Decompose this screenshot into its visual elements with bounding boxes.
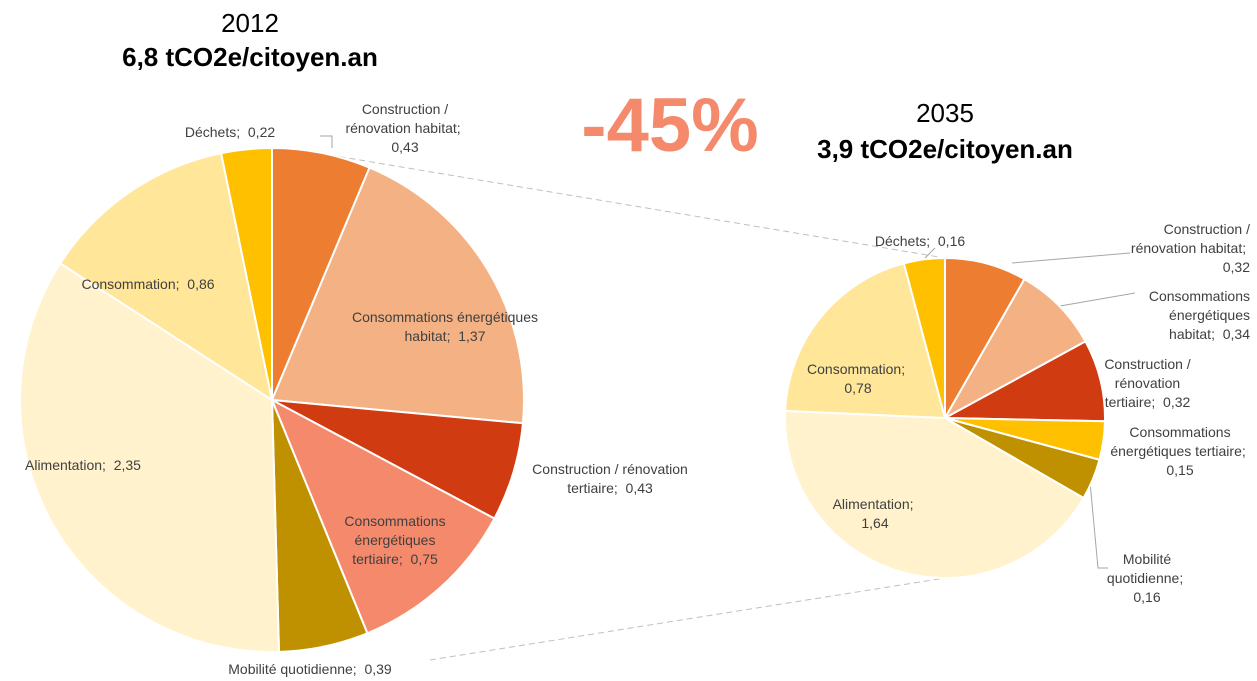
category-label: Consommations énergétiques tertiaire [344,513,446,567]
pie-slice [784,409,1085,579]
leader-line [1011,252,1131,264]
value-label: 0,43 [625,480,653,496]
leader-line [1089,481,1108,569]
category-label: Consommation [81,276,176,292]
pie-slice [270,397,496,635]
value-label: 0,75 [410,551,438,567]
slice-label: Construction / rénovation habitat; 0,43 [345,101,465,155]
slice-label: Consommations énergétiques habitat; 1,37 [352,309,538,344]
pie-slice [219,146,273,401]
category-label: Construction / rénovation tertiaire [532,461,688,496]
value-label: 0,32 [1163,394,1191,410]
value-label: 0,86 [187,276,215,292]
value-label: 0,15 [1166,462,1194,478]
category-label: Consommations énergétiques habitat [1148,288,1250,342]
category-label: Construction / rénovation habitat [1130,221,1250,256]
pie-slice [942,277,1087,421]
category-label: Mobilité quotidienne [1106,551,1180,586]
slice-label: Alimentation; 1,64 [832,496,918,531]
slice-label: Consommations énergétiques tertiaire; 0,… [1110,424,1250,478]
slice-label: Consommation; 0,86 [81,276,215,292]
slice-label: Consommations énergétiques habitat; 0,34 [1148,288,1250,342]
category-label: Construction / rénovation habitat [345,101,457,136]
category-label: Déchets [184,124,237,140]
pie-slice [784,262,947,420]
connector-bottom [429,577,946,661]
connector-top [299,149,946,259]
leader-line [1059,292,1136,307]
pie-slice [19,262,281,653]
slice-label: Mobilité quotidienne; 0,16 [1106,551,1188,605]
category-label: Déchets [874,233,927,249]
chart-title: 2012 [221,8,279,38]
slice-label: Construction / rénovation tertiaire; 0,3… [1104,356,1191,410]
chart-subtitle: 6,8 tCO2e/citoyen.an [122,42,378,72]
value-label: 1,64 [861,515,889,531]
category-label: Consommation [807,361,902,377]
pie-slice [902,256,946,419]
category-label: Mobilité quotidienne [228,661,353,677]
slice-label: Consommation; 0,78 [807,361,909,396]
leader-line [320,135,333,148]
slice-label: Déchets; 0,22 [184,124,276,140]
leader-line [924,247,936,259]
value-label: 1,37 [458,328,486,344]
value-label: 0,22 [247,124,276,140]
leaders [320,135,1136,569]
connectors [299,149,946,661]
chart-title: 2035 [916,98,974,128]
category-label: Consommations énergétiques tertiaire [1110,424,1242,459]
annotation: -45% [581,83,759,168]
value-label: 0,16 [1133,589,1161,605]
slice-label: Construction / rénovation habitat; 0,32 [1130,221,1250,275]
value-label: 0,43 [391,139,419,155]
slice-label: Consommations énergétiques tertiaire; 0,… [344,513,446,567]
value-label: 0,16 [937,233,966,249]
category-label: Alimentation [25,457,103,473]
chart-subtitle: 3,9 tCO2e/citoyen.an [817,134,1073,164]
slice-label: Mobilité quotidienne; 0,39 [228,661,392,677]
pie-slice [270,166,525,425]
slice-label: Alimentation; 2,35 [25,457,141,473]
pie-slice [58,152,274,403]
category-label: Consommations énergétiques habitat [352,309,538,344]
category-label: Alimentation [832,496,910,512]
value-label: 2,35 [113,457,141,473]
value-label: 0,78 [844,380,872,396]
value-label: 0,34 [1222,326,1250,342]
category-label: Construction / rénovation tertiaire [1104,356,1191,410]
value-label: 0,32 [1222,259,1250,275]
value-label: 0,39 [364,661,392,677]
slice-label: Construction / rénovation tertiaire; 0,4… [532,461,688,496]
slice-label: Déchets; 0,16 [874,233,966,249]
